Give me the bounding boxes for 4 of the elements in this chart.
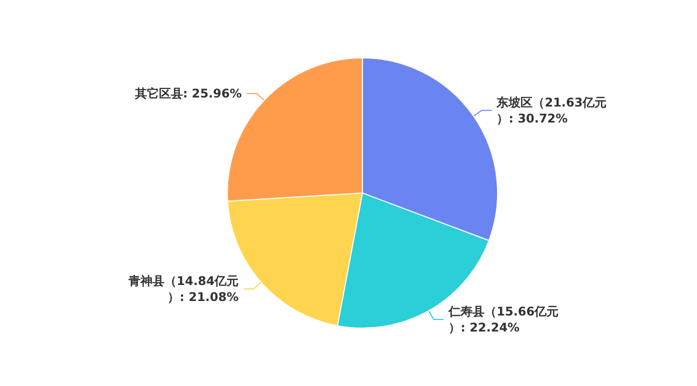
slice-label: 东坡区（21.63亿元）: 30.72% (496, 95, 607, 126)
slice-label: 仁寿县（15.66亿元）: 22.24% (448, 304, 559, 334)
slice-label: 其它区县: 25.96% (134, 86, 242, 101)
slice-label: 青神县（14.84亿元）: 21.08% (128, 274, 239, 304)
